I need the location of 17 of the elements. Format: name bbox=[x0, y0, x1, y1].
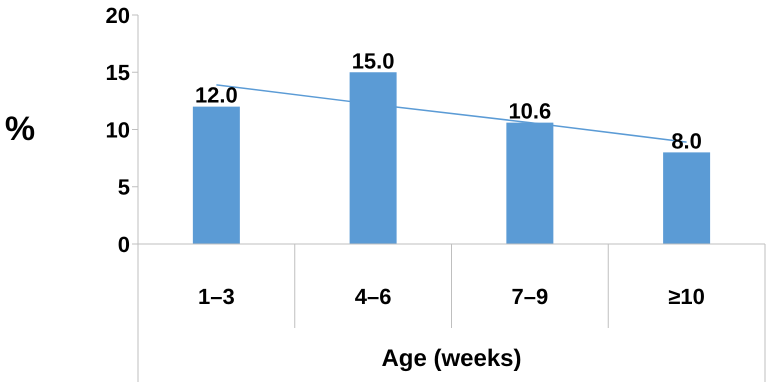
data-label: 15.0 bbox=[352, 48, 395, 74]
y-tick-label: 15 bbox=[106, 60, 130, 86]
bar bbox=[192, 106, 240, 244]
data-label: 12.0 bbox=[194, 82, 238, 108]
y-tick-label: 5 bbox=[118, 174, 130, 200]
data-label: 8.0 bbox=[671, 128, 702, 154]
data-label: 10.6 bbox=[508, 98, 552, 124]
x-tick-label: ≥10 bbox=[668, 284, 705, 309]
x-tick-label: 1–3 bbox=[198, 284, 235, 309]
x-tick-label: 4–6 bbox=[354, 284, 392, 309]
bar bbox=[663, 152, 710, 244]
y-tick-label: 0 bbox=[118, 232, 130, 257]
y-axis-title: % bbox=[4, 110, 36, 148]
y-tick-label: 20 bbox=[106, 2, 130, 28]
x-axis-title: Age (weeks) bbox=[381, 345, 522, 372]
x-tick-label: 7–9 bbox=[512, 284, 548, 309]
y-tick-label: 10 bbox=[106, 117, 130, 142]
